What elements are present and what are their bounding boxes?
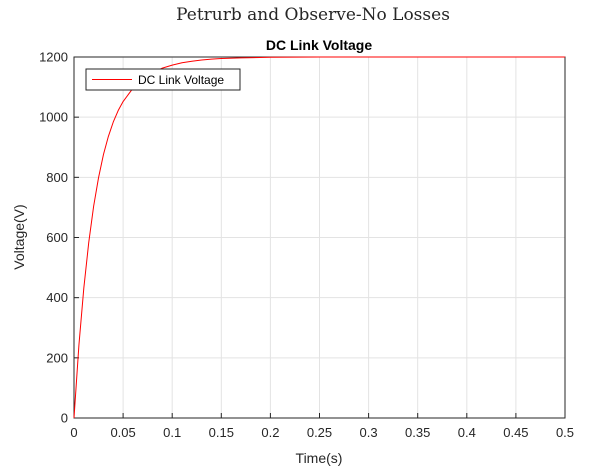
legend-box <box>85 68 241 91</box>
y-tick-label: 1000 <box>39 110 68 125</box>
x-tick-label: 0.05 <box>110 425 135 440</box>
figure-supertitle: Petrurb and Observe-No Losses <box>176 5 450 25</box>
x-tick-label: 0.25 <box>307 425 332 440</box>
x-axis-label: Time(s) <box>296 450 343 466</box>
y-tick-label: 200 <box>46 350 68 365</box>
y-tick-label: 400 <box>46 290 68 305</box>
x-tick-label: 0.15 <box>209 425 234 440</box>
x-tick-label: 0.1 <box>163 425 181 440</box>
y-tick-label: 800 <box>46 170 68 185</box>
series-layer <box>73 56 565 419</box>
series-line-dc-link-voltage <box>73 56 565 419</box>
y-tick-label: 1200 <box>39 50 68 65</box>
x-tick-label: 0.3 <box>360 425 378 440</box>
x-tick-label: 0.45 <box>503 425 528 440</box>
y-axis-label: Voltage(V) <box>11 204 27 269</box>
x-tick-label: 0.4 <box>458 425 476 440</box>
y-tick-label: 0 <box>61 411 68 426</box>
chart-title: DC Link Voltage <box>266 37 373 53</box>
legend-series-label: DC Link Voltage <box>138 73 224 87</box>
x-tick-label: 0 <box>70 425 77 440</box>
legend: DC Link Voltage <box>85 68 241 91</box>
x-tick-label: 0.35 <box>405 425 430 440</box>
x-tick-label: 0.5 <box>556 425 574 440</box>
x-tick-label: 0.2 <box>261 425 279 440</box>
y-tick-label: 600 <box>46 230 68 245</box>
